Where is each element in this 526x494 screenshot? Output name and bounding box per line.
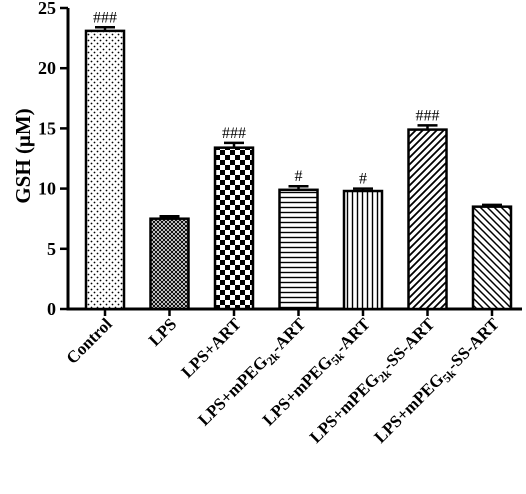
y-tick-label: 5 — [47, 239, 56, 259]
bar — [407, 128, 448, 311]
y-tick-label: 20 — [38, 58, 56, 78]
y-tick-label: 15 — [38, 118, 56, 138]
y-tick-label: 10 — [38, 179, 56, 199]
significance-label: # — [295, 168, 303, 185]
x-tick-label: LPS+mPEG2k-ART — [194, 314, 312, 432]
bar — [342, 189, 384, 311]
bar — [213, 146, 255, 311]
y-tick-label: 0 — [47, 299, 56, 319]
x-tick-label: LPS+ART — [178, 314, 246, 382]
bar — [471, 205, 513, 311]
significance-label: ### — [93, 9, 117, 26]
y-axis-label: GSH (μM) — [11, 108, 35, 203]
x-tick-label: LPS+mPEG2k-SS-ART — [306, 314, 441, 449]
x-tick-label: LPS — [145, 314, 180, 349]
x-tick-label: LPS+mPEG5k-ART — [259, 314, 377, 432]
x-tick-label: LPS+mPEG5k-SS-ART — [370, 314, 505, 449]
significance-label: ### — [222, 125, 246, 142]
bar — [278, 188, 319, 311]
y-tick-label: 25 — [38, 0, 56, 18]
bar — [84, 29, 126, 311]
significance-label: # — [359, 171, 367, 188]
x-tick-label: Control — [63, 314, 116, 367]
significance-label: ### — [416, 107, 440, 124]
category-labels: Control LPSLPS+ARTLPS+mPEG2k-ARTLPS+mPEG5… — [63, 314, 505, 449]
bars: ####### #### — [84, 9, 513, 311]
bar — [149, 217, 190, 311]
